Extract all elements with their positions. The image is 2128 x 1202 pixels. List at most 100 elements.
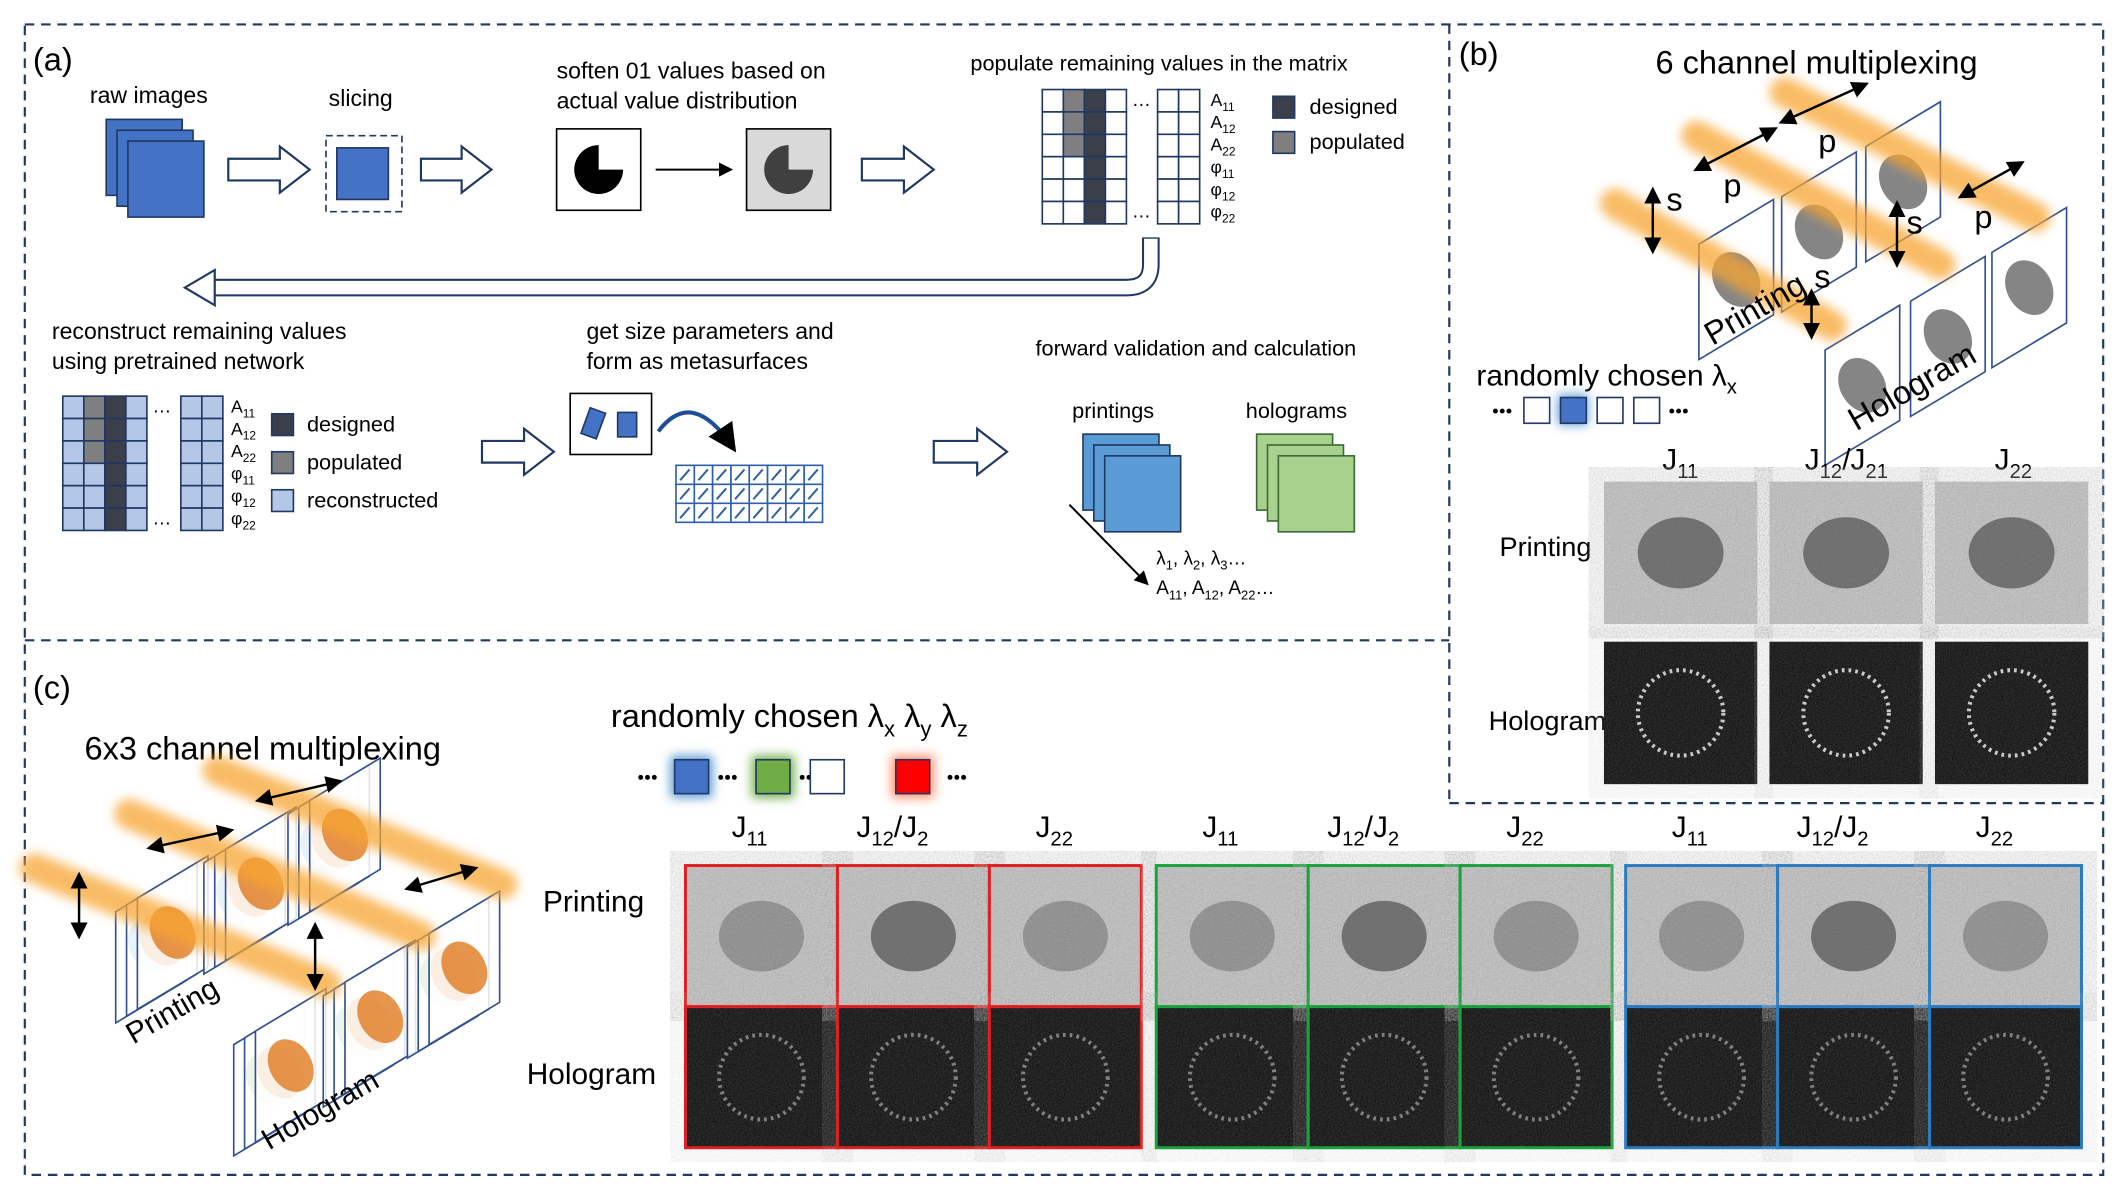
hologram-pattern bbox=[1635, 668, 1726, 758]
text-part: 22 bbox=[1222, 145, 1236, 159]
text-part: /J bbox=[1842, 443, 1865, 476]
flow-arrow bbox=[480, 426, 556, 478]
label: A22 bbox=[231, 441, 256, 465]
matrix-cell bbox=[104, 440, 127, 465]
matrix-cell bbox=[82, 417, 106, 442]
matrix-cell bbox=[1041, 200, 1065, 225]
polarization-arrow bbox=[1778, 81, 1869, 125]
matrix-cell bbox=[1062, 178, 1086, 203]
wavelength-box bbox=[1559, 396, 1588, 425]
matrix-cell bbox=[1083, 178, 1107, 203]
matrix-cell bbox=[180, 462, 203, 487]
image-noise bbox=[1308, 1006, 1461, 1148]
image-noise bbox=[1769, 641, 1923, 785]
image-noise bbox=[1603, 641, 1758, 785]
legend-swatch bbox=[1272, 95, 1296, 119]
label: populated bbox=[307, 449, 402, 474]
text-part: λ bbox=[895, 698, 920, 734]
text-part: 11 bbox=[1169, 588, 1182, 603]
matrix-cell bbox=[82, 507, 106, 532]
text-part: 12 bbox=[1812, 828, 1835, 850]
layer-icon bbox=[267, 1039, 314, 1092]
hologram-pattern bbox=[1491, 1032, 1581, 1122]
text-part: J bbox=[1976, 811, 1991, 844]
dot bbox=[1669, 408, 1675, 414]
label: p bbox=[1818, 123, 1836, 159]
image-noise bbox=[989, 1006, 1142, 1148]
text-part: 2 bbox=[1193, 558, 1200, 573]
matrix-cell bbox=[125, 417, 148, 442]
hologram-pattern bbox=[869, 1032, 958, 1122]
matrix-cell bbox=[104, 484, 127, 509]
text-part: A bbox=[231, 396, 243, 416]
printing-pattern bbox=[870, 900, 956, 972]
hologram-stack bbox=[1277, 455, 1356, 533]
text-part: 11 bbox=[1687, 828, 1708, 850]
matrix-cell bbox=[1177, 155, 1201, 180]
matrix-cell bbox=[125, 462, 148, 487]
matrix-cell bbox=[82, 462, 106, 487]
text-part: 1 bbox=[1166, 558, 1173, 573]
label: φ11 bbox=[231, 464, 255, 488]
text-part: φ bbox=[231, 486, 242, 506]
matrix-cell bbox=[1062, 155, 1086, 180]
label: holograms bbox=[1246, 398, 1347, 423]
image-noise bbox=[685, 1006, 838, 1148]
text-part: 2 bbox=[917, 828, 928, 850]
label: populated bbox=[1310, 129, 1405, 154]
meta-pillar bbox=[715, 506, 727, 519]
matrix-cell bbox=[104, 507, 127, 532]
matrix-cell bbox=[1104, 178, 1128, 203]
dot bbox=[961, 774, 967, 780]
matrix-cell bbox=[1062, 111, 1086, 136]
text-part: A bbox=[1156, 578, 1169, 599]
label: raw images bbox=[90, 82, 208, 108]
meta-pillar bbox=[679, 506, 691, 519]
label: s bbox=[1666, 181, 1682, 217]
matrix-cell bbox=[201, 440, 224, 465]
polarization-arrow bbox=[146, 824, 235, 854]
image-noise bbox=[1625, 865, 1778, 1007]
printing-pattern bbox=[1811, 900, 1897, 972]
label: slicing bbox=[329, 85, 393, 111]
legend-swatch bbox=[1272, 130, 1296, 155]
text-part: 2 bbox=[1857, 828, 1868, 850]
label: φ12 bbox=[231, 486, 256, 510]
label: A12 bbox=[1211, 112, 1236, 136]
layer-icon bbox=[441, 941, 488, 995]
text-part: … bbox=[1255, 578, 1274, 599]
text-part: A bbox=[1211, 112, 1223, 132]
dot bbox=[718, 774, 724, 780]
label: φ22 bbox=[231, 508, 256, 532]
matrix-cell bbox=[201, 395, 224, 420]
matrix-cell bbox=[1156, 133, 1180, 158]
matrix-cell bbox=[1083, 200, 1107, 225]
flow-arrow bbox=[227, 144, 312, 195]
label: forward validation and calculation bbox=[1036, 335, 1357, 360]
text-part: 11 bbox=[1217, 828, 1238, 850]
matrix-cell bbox=[1041, 178, 1065, 203]
meta-pillar bbox=[679, 468, 691, 481]
hologram-pattern bbox=[1339, 1032, 1429, 1122]
meta-pillar bbox=[715, 468, 727, 481]
wavelength-box bbox=[1632, 396, 1661, 425]
dot bbox=[1676, 408, 1682, 414]
matrix-cell bbox=[1156, 88, 1180, 113]
text-part: J bbox=[1805, 443, 1820, 476]
text-part: J bbox=[1672, 811, 1687, 844]
hologram-pattern bbox=[1801, 668, 1891, 758]
meta-pillar bbox=[770, 487, 782, 500]
meta-pillar bbox=[807, 506, 819, 519]
matrix-cell bbox=[104, 395, 127, 420]
dot bbox=[651, 774, 657, 780]
text-part: 12 bbox=[1820, 461, 1843, 483]
label: p bbox=[1974, 199, 1992, 235]
text-part: 22 bbox=[2010, 461, 2033, 483]
flow-arrow bbox=[419, 144, 494, 195]
matrix-cell bbox=[1104, 200, 1128, 225]
matrix-cell bbox=[82, 484, 106, 509]
label: reconstruct remaining values bbox=[52, 318, 347, 344]
hologram-pattern bbox=[1657, 1032, 1746, 1122]
printing-pattern bbox=[1962, 900, 2049, 972]
pie bbox=[764, 145, 814, 195]
